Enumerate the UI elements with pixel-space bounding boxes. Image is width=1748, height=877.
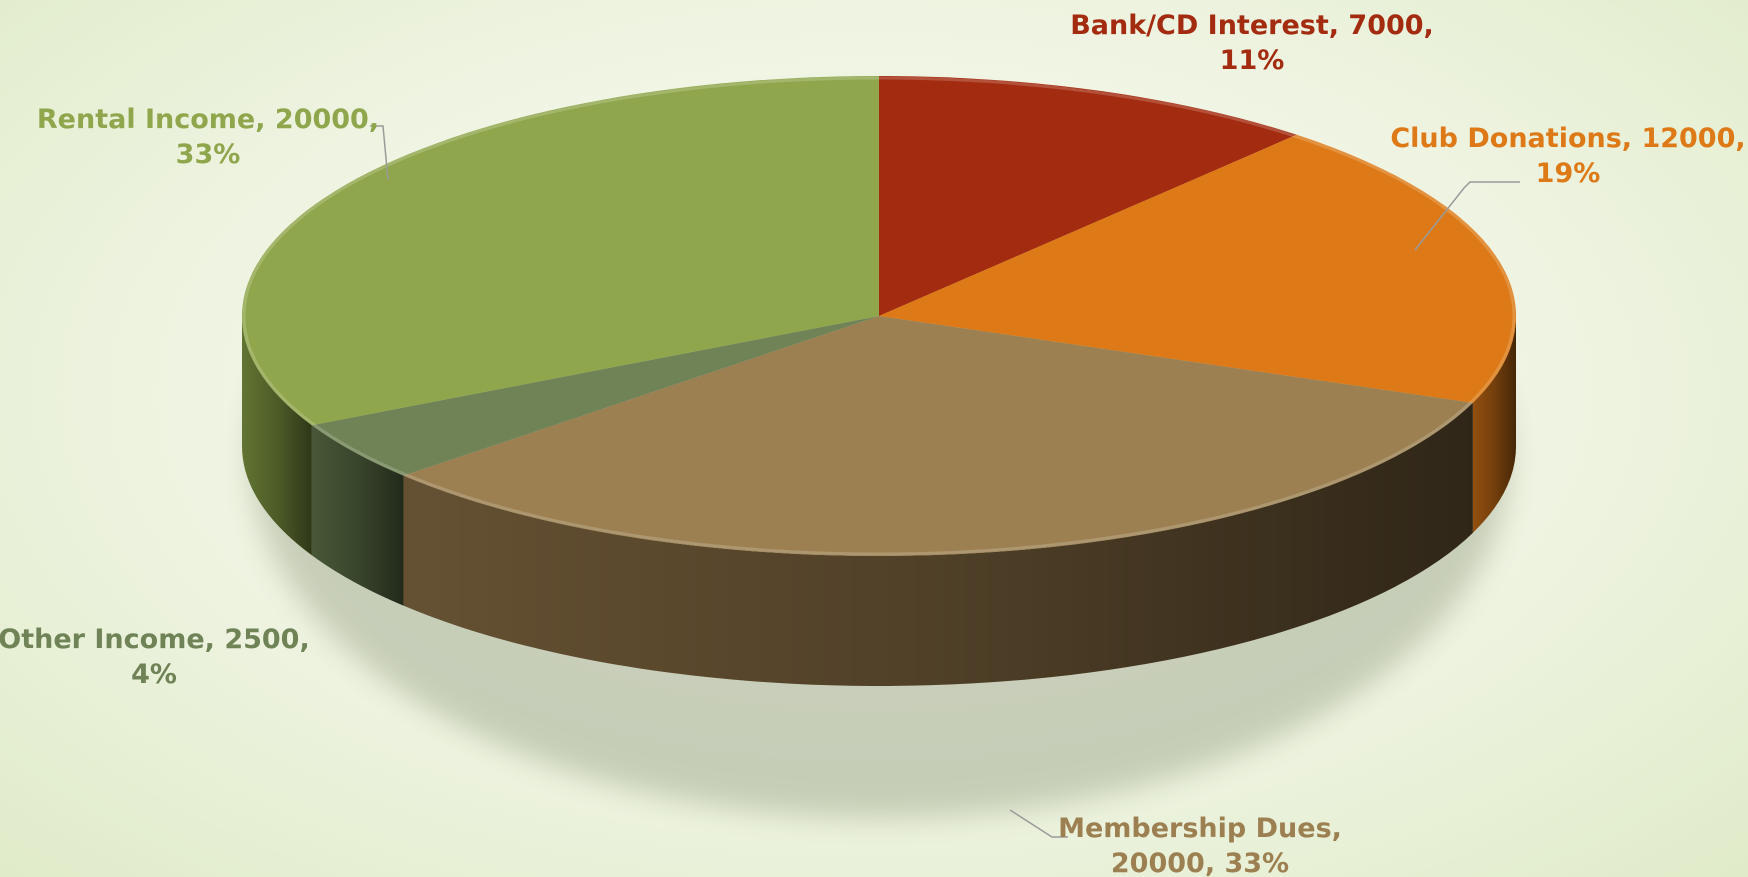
data-labels: Bank/CD Interest, 7000, 11% Club Donations… <box>0 10 1746 877</box>
pie-slice-rental-income <box>241 76 879 426</box>
data-label-line: 19% <box>1536 158 1601 189</box>
data-label-membership-dues: Membership Dues, 20000, 33% <box>1058 813 1342 877</box>
data-label-line: 20000, 33% <box>1111 848 1289 877</box>
data-label-line: Bank/CD Interest, 7000, <box>1070 10 1434 41</box>
data-label-line: Membership Dues, <box>1058 813 1342 844</box>
leader-line-club-donations <box>1414 181 1520 251</box>
data-label-line: 4% <box>131 659 177 690</box>
data-label-line: Rental Income, 20000, <box>37 104 379 135</box>
pie-side-shade-rental-income <box>242 316 312 556</box>
data-label-line: Club Donations, 12000, <box>1390 123 1745 154</box>
data-label-line: 33% <box>176 139 241 170</box>
leader-lines <box>370 125 1520 838</box>
pie-side-shade-club-donations <box>1472 316 1516 533</box>
data-label-club-donations: Club Donations, 12000, 19% <box>1390 123 1745 189</box>
leader-line-rental-income <box>370 125 389 181</box>
data-label-rental-income: Rental Income, 20000, 33% <box>37 104 379 170</box>
data-label-bank-cd-interest: Bank/CD Interest, 7000, 11% <box>1070 10 1434 76</box>
data-label-line: Other Income, 2500, <box>0 624 310 655</box>
pie-side-shade-other-income <box>311 425 404 606</box>
pie-slice-club-donations <box>879 134 1516 403</box>
pie-side-shade-membership-dues <box>403 402 1473 686</box>
data-label-other-income: Other Income, 2500, 4% <box>0 624 310 690</box>
pie-tops <box>241 76 1516 556</box>
pie-slice-bank-cd-interest <box>879 76 1297 316</box>
pie-rim-highlight <box>242 76 1516 556</box>
pie-slice-membership-dues <box>403 316 1473 556</box>
pie-sides <box>242 316 1516 686</box>
pie-slice-other-income <box>311 316 880 476</box>
data-label-line: 11% <box>1220 45 1285 76</box>
leader-line-membership-dues <box>1009 809 1068 838</box>
